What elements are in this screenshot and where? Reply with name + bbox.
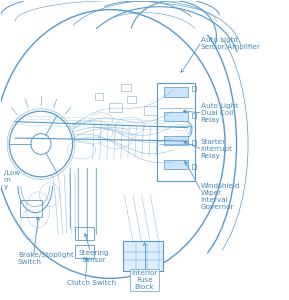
FancyBboxPatch shape: [164, 112, 188, 121]
Text: /Low
m
y: /Low m y: [3, 170, 20, 190]
FancyBboxPatch shape: [164, 160, 188, 169]
Text: Interior
Fuse
Block: Interior Fuse Block: [131, 270, 158, 290]
Text: Clutch Switch: Clutch Switch: [67, 280, 116, 286]
FancyBboxPatch shape: [164, 136, 188, 145]
FancyBboxPatch shape: [123, 241, 163, 271]
Text: Starter
Interrupt
Relay: Starter Interrupt Relay: [201, 139, 233, 158]
Text: Brake/Stoplight
Switch: Brake/Stoplight Switch: [18, 253, 74, 266]
FancyBboxPatch shape: [164, 87, 188, 97]
Text: Windshield
Wiper
Interval
Governor: Windshield Wiper Interval Governor: [201, 183, 240, 210]
Text: Auto Light
Sensor/Amplifier: Auto Light Sensor/Amplifier: [201, 38, 260, 50]
Text: Steering
Sensor: Steering Sensor: [79, 250, 110, 262]
Text: Auto Light
Dual Coil
Relay: Auto Light Dual Coil Relay: [201, 103, 238, 123]
